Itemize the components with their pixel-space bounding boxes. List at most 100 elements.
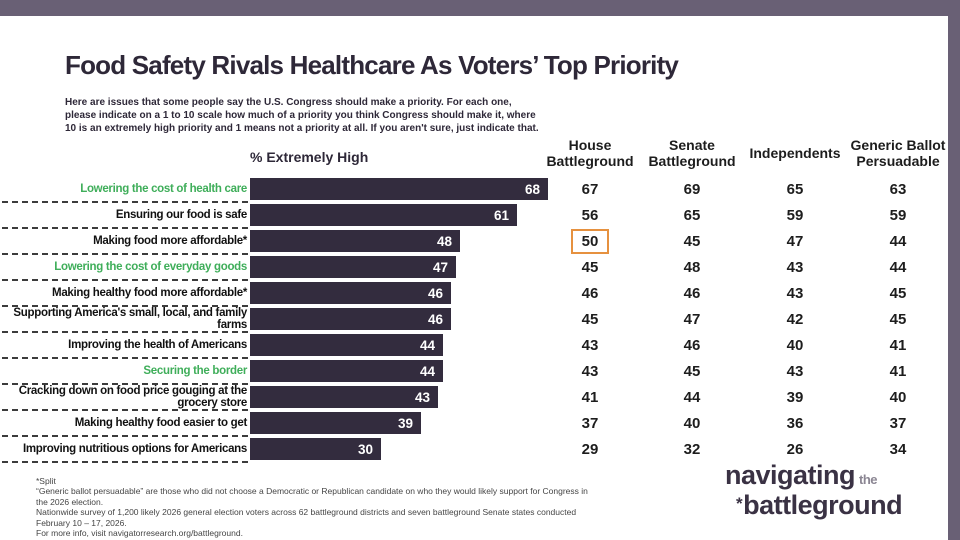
value-cell-generic: 45 [889,310,907,328]
value-cell-independents: 26 [786,440,804,458]
column-header-senate-battleground: Senate Battleground [648,137,736,169]
value-cell-house: 29 [581,440,599,458]
value-cell-generic: 40 [889,388,907,406]
value-cell-generic: 41 [889,336,907,354]
value-cell-independents: 59 [786,206,804,224]
row-label: Improving the health of Americans [68,339,247,351]
row-label: Ensuring our food is safe [115,209,247,221]
value-cell-independents: 65 [786,180,804,198]
value-cell-senate: 46 [683,336,701,354]
table-row: Lowering the cost of health care 68 67 6… [0,176,948,203]
value-cell-generic: 63 [889,180,907,198]
logo: navigating the *battleground [725,460,903,521]
row-label: Supporting America's small, local, and f… [13,307,247,331]
value-cell-senate: 48 [683,258,701,276]
bar-value-label: 39 [397,415,413,431]
value-cell-senate: 45 [683,232,701,250]
value-cell-house: 45 [581,258,599,276]
bar: 30 [250,438,381,460]
bar-value-label: 30 [357,441,373,457]
bar: 39 [250,412,421,434]
footnote-line: For more info, visit navigatorresearch.o… [36,528,243,539]
value-cell-generic: 37 [889,414,907,432]
table-row: Making healthy food more affordable* 46 … [0,280,948,307]
value-cell-house: 41 [581,388,599,406]
right-accent-bar [948,0,960,540]
value-cell-house: 43 [581,362,599,380]
column-header-house-battleground: House Battleground [546,137,634,169]
value-cell-generic: 41 [889,362,907,380]
bar-value-label: 44 [419,363,435,379]
table-row: Securing the border 44 43 45 43 41 [0,358,948,385]
value-cell-senate: 40 [683,414,701,432]
footnote-line: *Split [36,476,56,486]
bar-value-label: 46 [427,311,443,327]
table-row: Ensuring our food is safe 61 56 65 59 59 [0,202,948,229]
bar: 43 [250,386,438,408]
value-cell-generic: 59 [889,206,907,224]
table-row: Improving nutritious options for America… [0,436,948,463]
row-label: Making healthy food easier to get [74,417,248,429]
value-cell-senate: 69 [683,180,701,198]
value-cell-house: 37 [581,414,599,432]
footnote-line: “Generic ballot persuadable” are those w… [36,486,588,507]
bar: 68 [250,178,548,200]
row-label: Lowering the cost of everyday goods [54,261,247,273]
value-cell-senate: 32 [683,440,701,458]
value-cell-generic: 44 [889,258,907,276]
row-label: Lowering the cost of health care [80,183,247,195]
value-cell-generic: 45 [889,284,907,302]
value-cell-house: 46 [581,284,599,302]
bar-value-label: 61 [493,207,509,223]
value-cell-house: 67 [581,180,599,198]
logo-asterisk-icon: * [736,494,743,513]
value-cell-senate: 47 [683,310,701,328]
column-headers: House Battleground Senate Battleground I… [0,131,948,175]
value-cell-house: 43 [581,336,599,354]
footnotes: *Split “Generic ballot persuadable” are … [36,476,588,538]
table-row: Cracking down on food price gouging at t… [0,384,948,411]
logo-line-2: *battleground [736,490,903,521]
value-cell-senate: 45 [683,362,701,380]
bar: 44 [250,360,443,382]
value-cell-independents: 43 [786,284,804,302]
value-cell-house: 45 [581,310,599,328]
survey-question-text: Here are issues that some people say the… [65,97,539,134]
value-cell-independents: 43 [786,362,804,380]
row-label: Cracking down on food price gouging at t… [18,385,248,409]
row-label: Improving nutritious options for America… [22,443,247,455]
bar: 46 [250,308,451,330]
value-cell-house: 50 [538,228,642,254]
value-cell-independents: 43 [786,258,804,276]
row-label: Making healthy food more affordable* [52,287,247,299]
page-title: Food Safety Rivals Healthcare As Voters’… [65,50,679,80]
table-row: Lowering the cost of everyday goods 47 4… [0,254,948,281]
bar-value-label: 47 [432,259,448,275]
bar-value-label: 43 [414,389,430,405]
bar-value-label: 68 [524,181,540,197]
value-cell-generic: 34 [889,440,907,458]
bar: 46 [250,282,451,304]
logo-navigating: navigating [725,460,856,490]
value-cell-independents: 47 [786,232,804,250]
value-cell-independents: 42 [786,310,804,328]
table-row: Supporting America's small, local, and f… [0,306,948,333]
bar: 44 [250,334,443,356]
bar-axis-label: % Extremely High [250,149,369,165]
column-header-independents: Independents [749,145,841,161]
value-cell-senate: 46 [683,284,701,302]
row-label: Securing the border [143,365,247,377]
bar: 48 [250,230,460,252]
table-row: Improving the health of Americans 44 43 … [0,332,948,359]
chart-rows: Lowering the cost of health care 68 67 6… [0,176,948,463]
bar-value-label: 44 [419,337,435,353]
table-row: Making food more affordable* 48 50 45 47… [0,228,948,255]
value-cell-independents: 40 [786,336,804,354]
column-header-generic-ballot-persuadable: Generic Ballot Persuadable [850,137,946,169]
logo-the: the [859,472,878,487]
bar: 47 [250,256,456,278]
value-cell-independents: 36 [786,414,804,432]
bar: 61 [250,204,517,226]
logo-battleground: battleground [743,490,903,520]
value-cell-generic: 44 [889,232,907,250]
